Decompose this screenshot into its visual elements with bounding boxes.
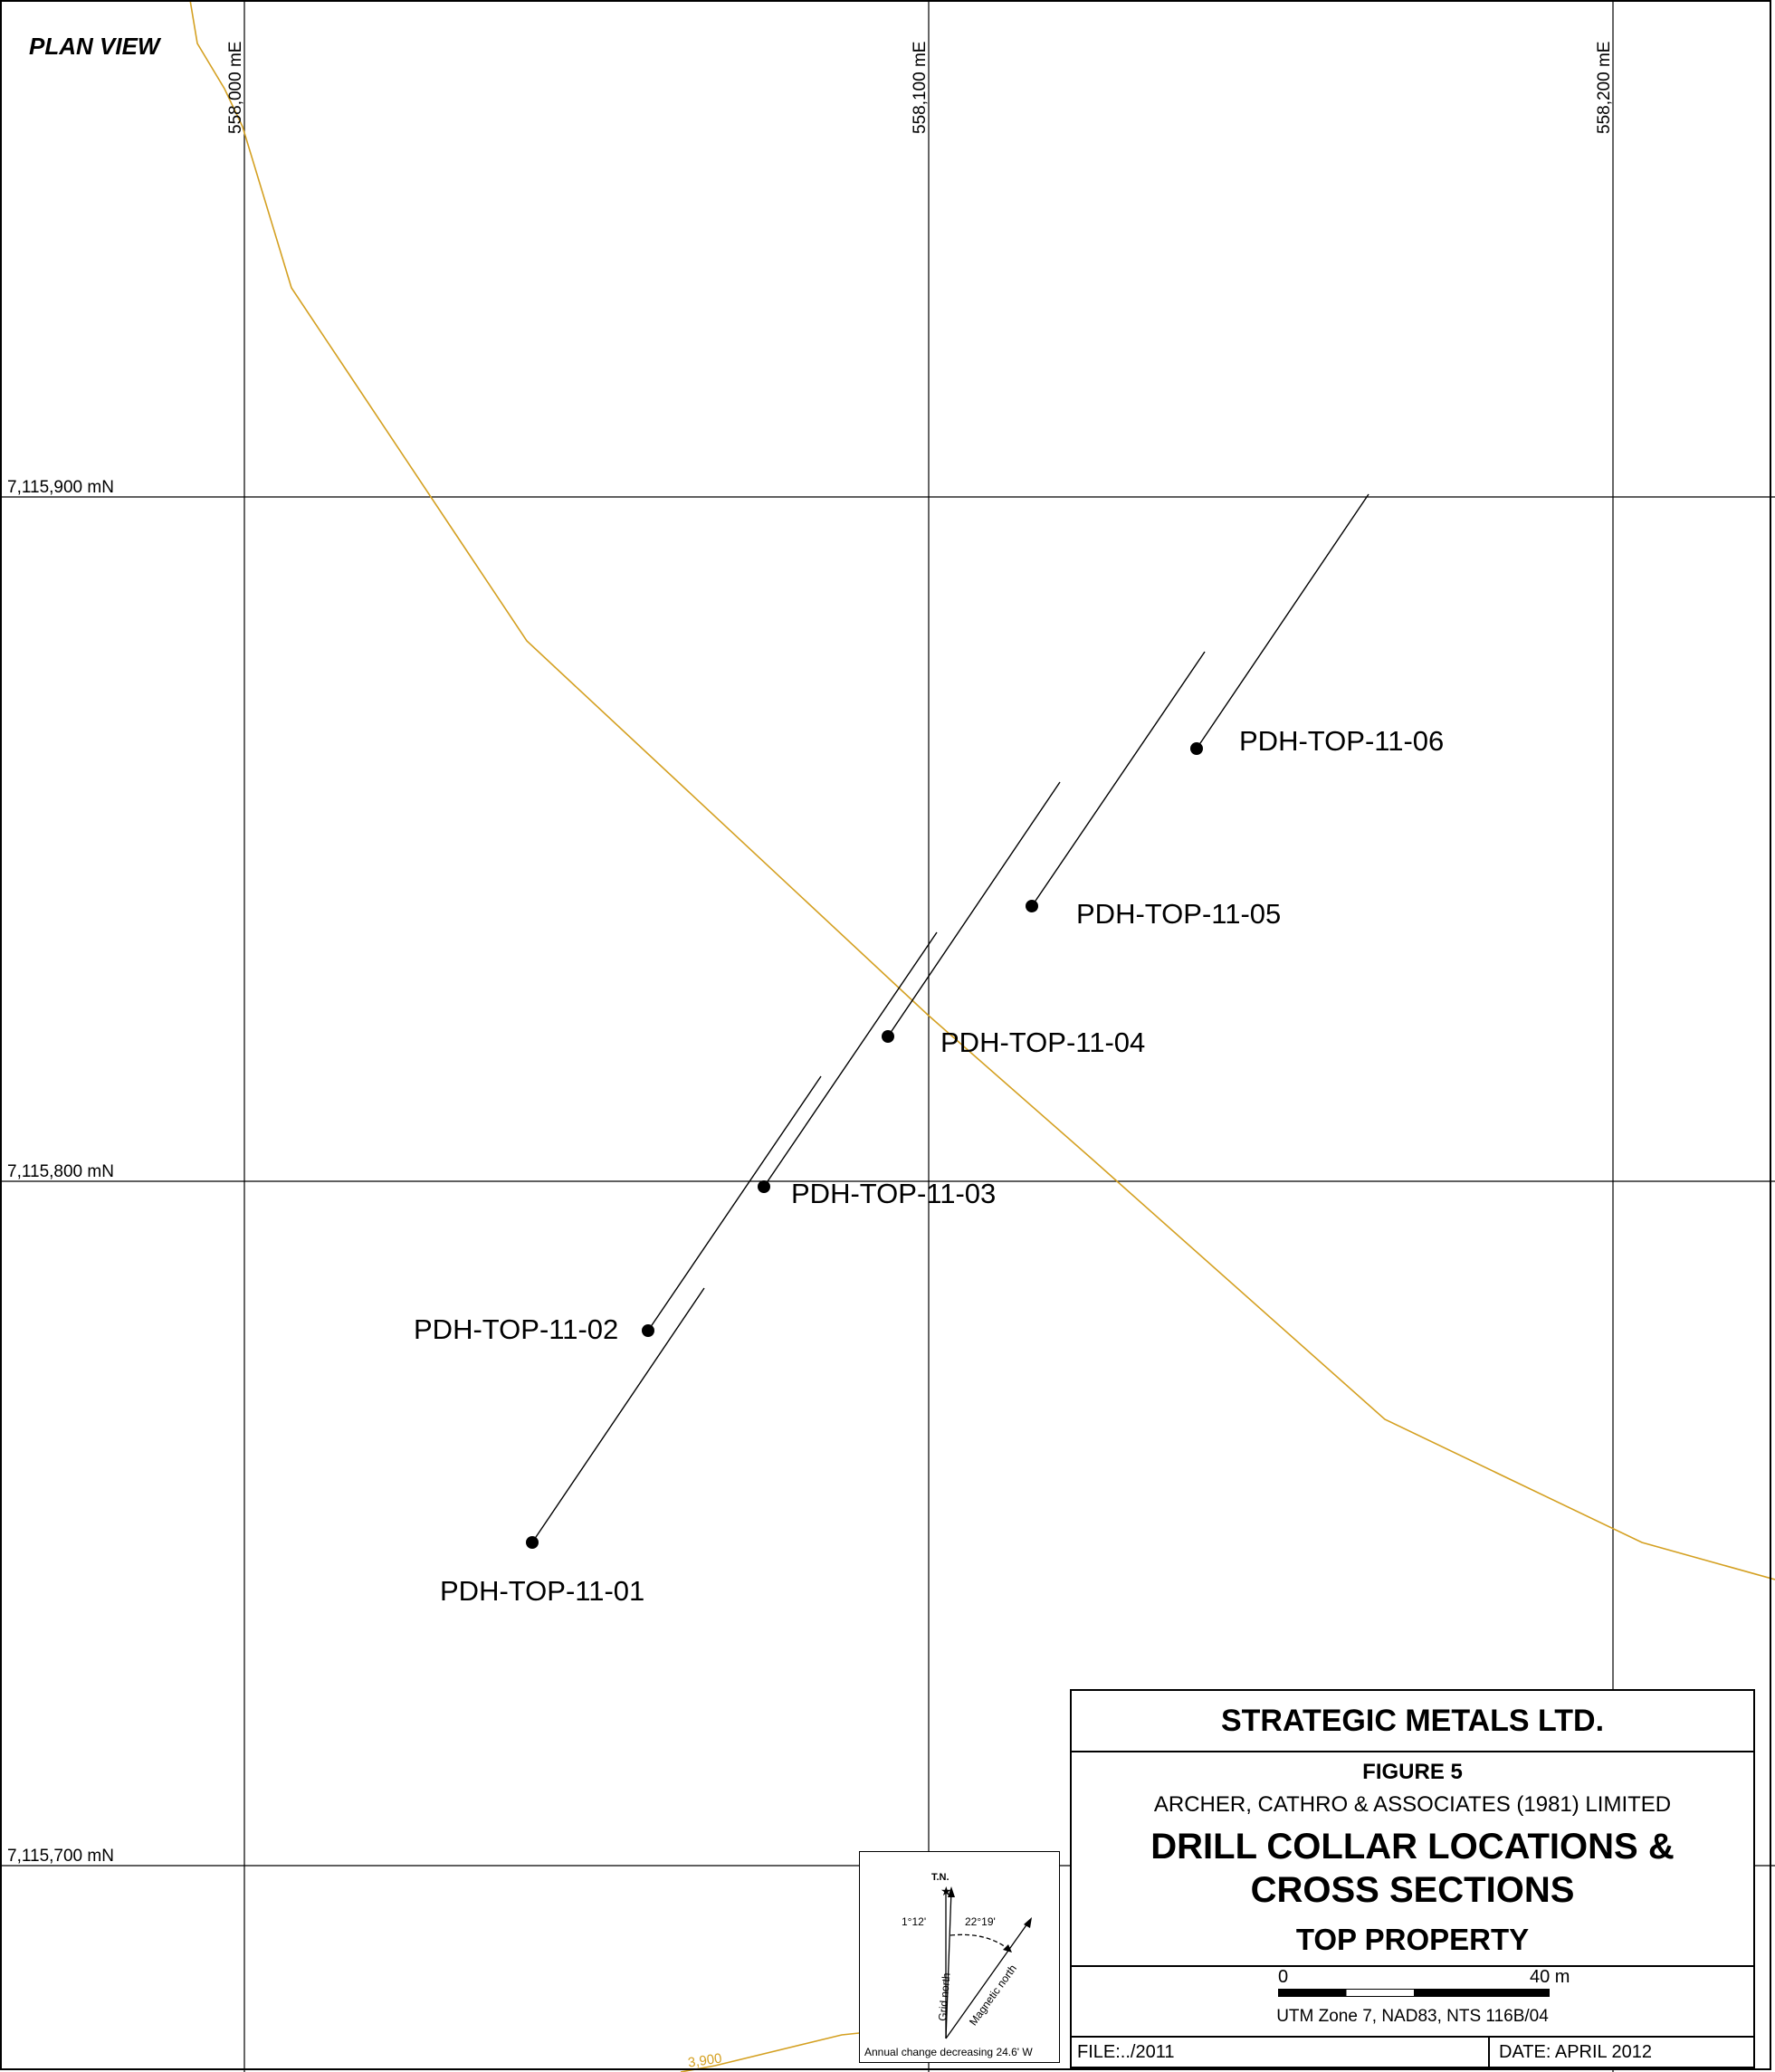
true-north-label: T.N. — [931, 1872, 950, 1883]
easting-label: 558,000 mE — [226, 41, 245, 134]
drill-collar[interactable] — [642, 1324, 654, 1337]
figure-title-line-2: CROSS SECTIONS — [1250, 1870, 1575, 1910]
northing-label: 7,115,700 mN — [7, 1847, 114, 1866]
drill-collar[interactable] — [882, 1030, 894, 1043]
scale-end-label: 40 m — [1530, 1967, 1570, 1987]
company-name: STRATEGIC METALS LTD. — [1072, 1691, 1753, 1752]
drill-trace — [763, 931, 938, 1188]
scale-start-label: 0 — [1278, 1967, 1289, 1987]
grid-declination-angle: 1°12' — [902, 1915, 927, 1928]
projection-note: UTM Zone 7, NAD83, NTS 116B/04 — [1276, 2007, 1549, 2026]
figure-title-line-1: DRILL COLLAR LOCATIONS & — [1150, 1827, 1675, 1867]
northing-label: 7,115,800 mN — [7, 1162, 114, 1181]
drill-hole-label: PDH-TOP-11-02 — [414, 1313, 619, 1345]
easting-label: 558,100 mE — [911, 41, 930, 134]
drill-hole-label: PDH-TOP-11-04 — [940, 1026, 1146, 1058]
drill-hole-label: PDH-TOP-11-03 — [791, 1178, 997, 1209]
plan-view-label: PLAN VIEW — [29, 33, 160, 60]
drill-trace — [647, 1075, 822, 1332]
north-arrow-diagram: ★ T.N. 1°12' 22°19' Grid north Magnetic … — [859, 1851, 1060, 2063]
scale-section: 0 40 m UTM Zone 7, NAD83, NTS 116B/04 — [1072, 1965, 1753, 2038]
drill-collar[interactable] — [526, 1536, 539, 1549]
drill-collar[interactable] — [1026, 900, 1038, 912]
drill-trace — [531, 1287, 705, 1543]
scale-bar — [1278, 1989, 1550, 1997]
drill-trace — [1031, 651, 1206, 907]
contour-line — [189, 0, 1775, 1580]
grid-north-arrow — [945, 1889, 952, 2039]
drill-collar[interactable] — [758, 1180, 770, 1193]
drill-hole-label: PDH-TOP-11-01 — [440, 1575, 645, 1607]
drill-hole-label: PDH-TOP-11-05 — [1076, 898, 1282, 930]
file-reference: FILE:../2011 — [1072, 2038, 1490, 2067]
property-name: TOP PROPERTY — [1295, 1923, 1530, 1956]
drill-trace — [1196, 493, 1369, 750]
drill-trace — [887, 781, 1061, 1037]
easting-label: 558,200 mE — [1595, 41, 1614, 134]
drawing-date: DATE: APRIL 2012 — [1499, 2042, 1652, 2062]
drill-collar[interactable] — [1190, 742, 1203, 755]
annual-change-note: Annual change decreasing 24.6' W — [864, 2046, 1033, 2058]
magnetic-north-arrow — [945, 1919, 1031, 2039]
consultant-name: ARCHER, CATHRO & ASSOCIATES (1981) LIMIT… — [1153, 1792, 1672, 1817]
drill-hole-label: PDH-TOP-11-06 — [1239, 725, 1445, 757]
northing-label: 7,115,900 mN — [7, 478, 114, 497]
figure-number: FIGURE 5 — [1362, 1760, 1463, 1784]
title-block: STRATEGIC METALS LTD. FIGURE 5 ARCHER, C… — [1070, 1689, 1755, 2068]
magnetic-declination-angle: 22°19' — [965, 1915, 996, 1928]
